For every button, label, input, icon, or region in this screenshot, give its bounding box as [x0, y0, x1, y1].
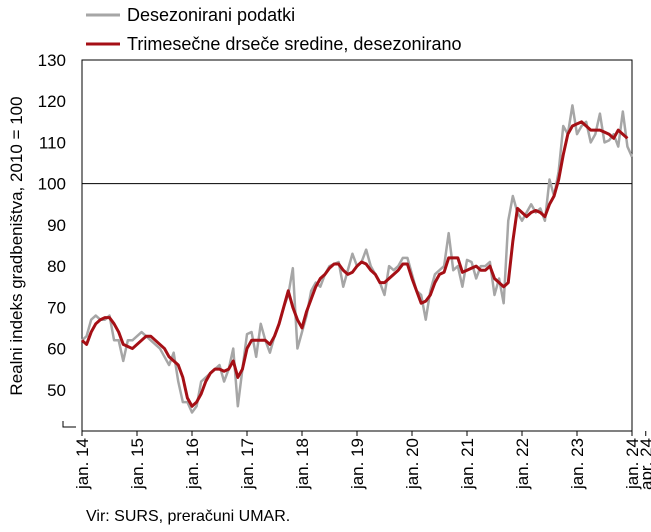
- y-tick-label: 70: [47, 298, 66, 317]
- x-tick-label: jan. 15: [128, 438, 147, 490]
- legend-label-desezonirani: Desezonirani podatki: [127, 5, 295, 25]
- x-tick-label: jan. 16: [183, 438, 202, 490]
- source-note: Vir: SURS, preračuni UMAR.: [86, 508, 291, 525]
- x-tick-label: jan. 21: [458, 438, 477, 490]
- legend: Desezonirani podatki Trimesečne drseče s…: [86, 5, 462, 54]
- y-tick-label: 80: [47, 257, 66, 276]
- y-tick-label: 50: [47, 381, 66, 400]
- x-tick-label: jan. 22: [513, 438, 532, 490]
- y-tick-label: 110: [39, 133, 66, 152]
- x-tick-label: jan. 18: [293, 438, 312, 490]
- series-line-desezonirani: [81, 104, 634, 414]
- y-tick-label: 120: [38, 92, 66, 111]
- x-tick-label: jan. 24: [623, 438, 642, 490]
- y-tick-label: 100: [38, 175, 66, 194]
- series-line-trimesecne: [80, 120, 629, 408]
- y-tick-label: 90: [47, 216, 66, 235]
- y-tick-label: 60: [47, 340, 66, 359]
- x-tick-label: jan. 20: [403, 438, 422, 490]
- y-axis-label: Realni indeks gradbeništva, 2010 = 100: [7, 96, 26, 395]
- plot-frame: [81, 59, 633, 432]
- x-tick-label: jan. 17: [238, 438, 257, 490]
- legend-label-trimesecne: Trimesečne drseče sredine, desezonirano: [127, 34, 462, 54]
- x-tick-label: jan. 14: [73, 438, 92, 490]
- x-tick-label: jan. 19: [348, 438, 367, 490]
- y-tick-label: 130: [38, 51, 66, 70]
- x-tick-label: jan. 23: [568, 438, 587, 490]
- axis-break-mark: [62, 421, 76, 428]
- x-tick-label: apr. 24: [637, 438, 651, 490]
